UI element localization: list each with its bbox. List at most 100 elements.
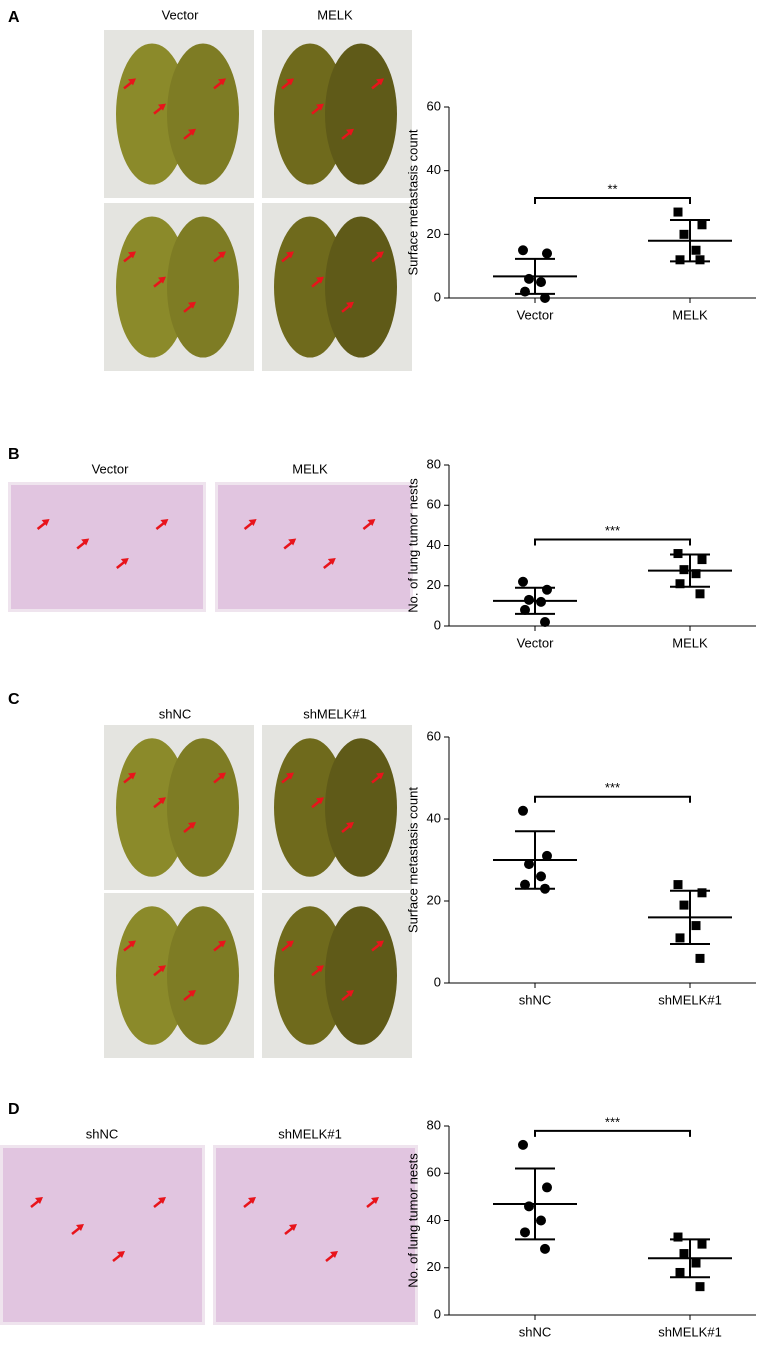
arrow-head	[128, 772, 136, 780]
arrow-head	[158, 965, 166, 973]
data-point	[518, 805, 528, 816]
data-point	[675, 579, 685, 589]
data-point	[542, 584, 552, 595]
data-point	[542, 1182, 552, 1193]
data-point	[536, 871, 546, 882]
arrow-head	[248, 1197, 256, 1204]
arrow-head	[316, 965, 324, 973]
image-label: MELK	[292, 461, 328, 476]
significance-label: ***	[605, 523, 620, 538]
x-tick-label: Vector	[517, 307, 555, 322]
significance-bracket	[534, 795, 691, 803]
data-point	[520, 879, 530, 890]
arrow-head	[286, 251, 294, 259]
significance-bracket	[534, 1129, 691, 1137]
data-point	[695, 589, 705, 599]
y-tick-label: 20	[427, 892, 441, 907]
arrow-head	[76, 1224, 84, 1231]
arrow-head	[160, 519, 169, 526]
data-point	[673, 1232, 683, 1242]
x-tick-label: shMELK#1	[658, 992, 722, 1007]
data-point	[536, 277, 546, 288]
arrow-head	[286, 772, 294, 780]
y-tick-label: 20	[427, 226, 441, 241]
image-label: MELK	[317, 7, 353, 22]
arrow-head	[35, 1197, 43, 1204]
x-tick-label: shNC	[519, 1324, 552, 1339]
x-tick-label: MELK	[672, 635, 708, 650]
data-point	[673, 207, 683, 217]
data-point	[695, 953, 705, 963]
data-point	[697, 220, 707, 230]
data-point	[536, 596, 546, 607]
y-tick-label: 0	[434, 1306, 441, 1321]
y-axis-label: No. of lung tumor nests	[405, 1153, 420, 1288]
arrow-head	[41, 519, 50, 526]
lung-lobe	[167, 43, 239, 185]
y-axis-label: Surface metastasis count	[405, 129, 420, 275]
y-tick-label: 60	[427, 497, 441, 512]
data-point	[524, 594, 534, 605]
data-point	[524, 859, 534, 870]
data-point	[520, 286, 530, 297]
arrow-head	[376, 772, 384, 780]
tissue	[3, 1148, 202, 1322]
arrow-head	[376, 940, 384, 948]
image-label: shNC	[159, 706, 192, 721]
arrow-head	[128, 940, 136, 948]
arrow-head	[158, 1197, 166, 1204]
significance-label: **	[607, 181, 617, 196]
x-tick-label: MELK	[672, 307, 708, 322]
data-point	[691, 921, 701, 931]
data-point	[675, 1267, 685, 1277]
data-point	[518, 1139, 528, 1150]
data-point	[520, 604, 530, 615]
data-point	[542, 248, 552, 259]
lung-lobe	[167, 216, 239, 358]
image-label: shMELK#1	[303, 706, 367, 721]
arrow-head	[117, 1251, 125, 1258]
data-point	[691, 245, 701, 255]
data-point	[540, 293, 550, 303]
lung-lobe	[167, 738, 239, 877]
arrow-head	[248, 519, 257, 526]
data-point	[691, 569, 701, 579]
data-point	[697, 888, 707, 898]
image-label: shMELK#1	[278, 1126, 342, 1141]
y-tick-label: 40	[427, 810, 441, 825]
tissue	[11, 485, 203, 609]
arrow-head	[188, 990, 196, 997]
data-point	[679, 565, 689, 575]
data-point	[524, 1201, 534, 1212]
arrow-head	[218, 251, 226, 259]
arrow-head	[289, 1224, 297, 1231]
arrow-head	[376, 251, 384, 259]
tissue	[218, 485, 410, 609]
y-tick-label: 60	[427, 1165, 441, 1180]
arrow-head	[316, 276, 324, 284]
arrow-head	[218, 78, 226, 86]
y-tick-label: 80	[427, 1117, 441, 1132]
x-tick-label: Vector	[517, 635, 555, 650]
data-point	[679, 229, 689, 239]
y-tick-label: 40	[427, 537, 441, 552]
arrow-head	[367, 519, 376, 526]
panel-letter: C	[8, 691, 20, 708]
arrow-head	[81, 538, 90, 546]
arrow-head	[346, 822, 354, 829]
x-tick-label: shNC	[519, 992, 552, 1007]
significance-label: ***	[605, 780, 620, 795]
y-tick-label: 0	[434, 974, 441, 989]
lung-lobe	[325, 43, 397, 185]
data-point	[518, 245, 528, 256]
arrow-head	[188, 301, 196, 309]
arrow-head	[316, 103, 324, 111]
arrow-head	[128, 251, 136, 259]
arrow-head	[316, 797, 324, 805]
y-tick-label: 60	[427, 98, 441, 113]
significance-label: ***	[605, 1114, 620, 1129]
arrow-head	[346, 128, 354, 136]
data-point	[695, 1282, 705, 1292]
data-point	[691, 1258, 701, 1268]
data-point	[540, 616, 550, 627]
